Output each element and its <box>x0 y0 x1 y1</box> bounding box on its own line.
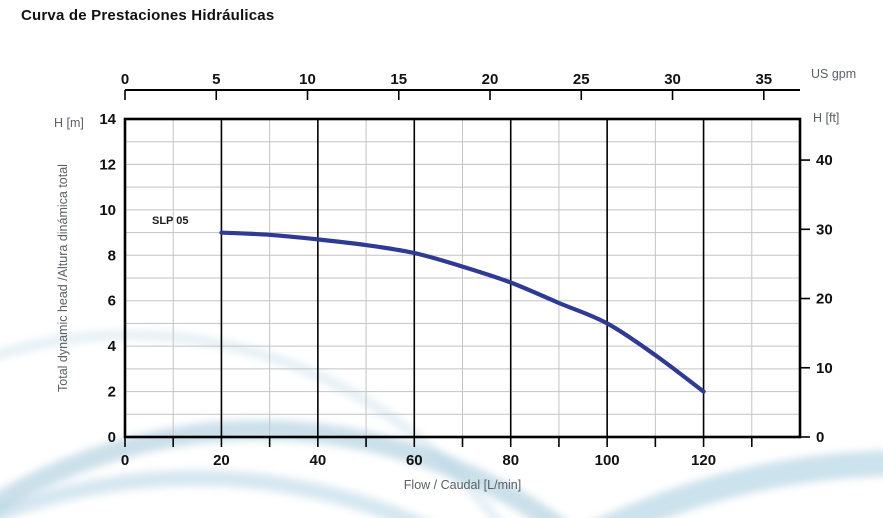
tick-label: 30 <box>816 221 833 238</box>
bottom-axis-flow: 0 20 40 60 80 100 120 <box>121 437 753 469</box>
tick-label: 80 <box>502 452 519 469</box>
tick-label: 0 <box>108 429 116 446</box>
tick-label: 6 <box>108 293 116 310</box>
tick-label: 35 <box>755 71 772 88</box>
left-axis-unit-label: H [m] <box>54 116 84 130</box>
tick-label: 0 <box>121 452 129 469</box>
tick-label: 30 <box>664 71 681 88</box>
tick-label: 20 <box>816 291 833 308</box>
tick-label: 15 <box>390 71 407 88</box>
pump-curve <box>219 230 706 394</box>
tick-label: 8 <box>108 247 116 264</box>
page-title: Curva de Prestaciones Hidráulicas <box>21 7 275 24</box>
top-axis-us-gpm: 0 5 10 15 20 25 30 35 <box>121 71 800 100</box>
top-axis-unit-label: US gpm <box>811 67 857 81</box>
tick-label: 40 <box>310 452 327 469</box>
tick-label: 10 <box>299 71 316 88</box>
tick-label: 25 <box>573 71 590 88</box>
left-axis-m: 0 2 4 6 8 10 12 14 <box>99 111 116 446</box>
tick-label: 5 <box>212 71 220 88</box>
grid-minor <box>125 119 800 437</box>
tick-label: 10 <box>99 202 116 219</box>
tick-label: 40 <box>816 152 833 169</box>
tick-label: 14 <box>99 111 116 128</box>
tick-label: 4 <box>108 338 117 355</box>
tick-label: 0 <box>816 429 824 446</box>
tick-label: 20 <box>482 71 499 88</box>
tick-label: 2 <box>108 384 116 401</box>
tick-label: 12 <box>99 156 116 173</box>
grid-major-vertical <box>220 119 705 437</box>
tick-label: 60 <box>406 452 423 469</box>
curve-series-label: SLP 05 <box>152 215 189 227</box>
tick-label: 10 <box>816 360 833 377</box>
tick-label: 20 <box>213 452 230 469</box>
tick-label: 120 <box>691 452 716 469</box>
right-axis-unit-label: H [ft] <box>813 111 840 125</box>
right-axis-ft: 0 10 20 30 40 <box>800 152 833 446</box>
left-axis-rotated-title: Total dynamic head /Altura dinámica tota… <box>56 164 70 392</box>
tick-label: 100 <box>595 452 620 469</box>
tick-label: 0 <box>121 71 129 88</box>
bottom-axis-title: Flow / Caudal [L/min] <box>403 478 522 492</box>
